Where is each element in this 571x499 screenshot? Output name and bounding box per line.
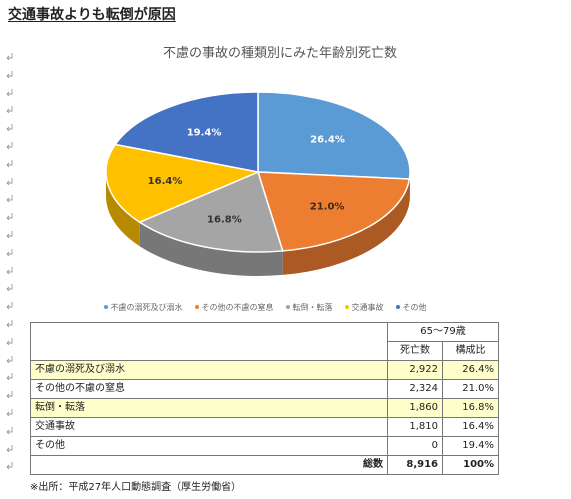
- paragraph-mark-icon: [6, 266, 13, 274]
- legend-item: その他: [395, 300, 427, 314]
- row-count: 1,860: [387, 398, 443, 418]
- row-ratio: 16.4%: [441, 417, 500, 437]
- col-header-ratio: 構成比: [441, 341, 500, 361]
- legend-item: 交通事故: [344, 300, 384, 314]
- paragraph-mark-icon: [6, 195, 13, 203]
- table-row: 不慮の溺死及び溺水 2,922 26.4%: [30, 360, 500, 380]
- row-label: 不慮の溺死及び溺水: [30, 360, 388, 380]
- paragraph-mark-icon: [6, 231, 13, 238]
- paragraph-mark-icon: [6, 159, 13, 167]
- table-row: その他の不慮の窒息 2,324 21.0%: [30, 379, 500, 399]
- row-count: 0: [387, 436, 443, 456]
- legend-swatch: [285, 305, 290, 309]
- paragraph-mark-icon: [6, 177, 13, 185]
- paragraph-mark-icon: [6, 53, 13, 60]
- pie-slice: [256, 171, 411, 252]
- paragraph-mark-icon: [6, 213, 13, 221]
- table-row: その他 0 19.4%: [30, 436, 500, 456]
- row-label: その他の不慮の窒息: [30, 379, 388, 399]
- group-header: 65〜79歳: [386, 322, 500, 342]
- row-ratio: 21.0%: [441, 379, 500, 399]
- table-header-row-1: 65〜79歳: [30, 322, 500, 361]
- paragraph-mark-icon: [6, 444, 13, 452]
- source-note: ※出所：平成27年人口動態調査（厚生労働省）: [30, 482, 242, 493]
- paragraph-mark-icon: [6, 88, 13, 96]
- paragraph-mark-icon: [6, 284, 13, 292]
- pie-data-label: 16.8%: [207, 214, 242, 225]
- paragraph-mark-icon: [6, 409, 13, 416]
- legend-swatch: [103, 305, 108, 309]
- legend-item: 不慮の溺死及び溺水: [103, 300, 183, 314]
- total-ratio: 100%: [441, 455, 500, 475]
- paragraph-mark-icon: [6, 70, 13, 78]
- row-label: 交通事故: [30, 417, 388, 437]
- legend-item: その他の不慮の窒息: [194, 300, 274, 314]
- paragraph-mark-icon: [6, 391, 13, 399]
- pie-slice: [138, 170, 284, 253]
- table-total-row: 総数 8,916 100%: [30, 455, 500, 475]
- paragraph-mark-icon: [6, 142, 13, 149]
- chart-title: 不慮の事故の種類別にみた年齢別死亡数: [162, 46, 397, 61]
- pie-data-label: 19.4%: [187, 127, 222, 138]
- pie-data-label: 26.4%: [310, 135, 345, 146]
- legend-label: 交通事故: [351, 302, 384, 312]
- legend-label: その他の不慮の窒息: [201, 302, 274, 312]
- paragraph-mark-icon: [6, 337, 13, 345]
- legend-label: 転倒・転落: [292, 302, 333, 312]
- row-ratio: 19.4%: [441, 436, 500, 456]
- table-row: 交通事故 1,810 16.4%: [30, 417, 500, 437]
- pie-slice: [114, 91, 259, 173]
- paragraph-mark-icon: [6, 302, 13, 310]
- chart-legend: 不慮の溺死及び溺水 その他の不慮の窒息 転倒・転落 交通事故 その他: [30, 300, 500, 314]
- paragraph-mark-icon: [6, 373, 13, 381]
- legend-swatch: [344, 305, 349, 309]
- paragraph-mark-icon: [6, 355, 13, 363]
- paragraph-mark-icon: [6, 426, 13, 434]
- legend-swatch: [194, 305, 199, 309]
- table-header-row-2: 死亡数 構成比: [31, 341, 500, 361]
- row-ratio: 16.8%: [441, 398, 500, 418]
- paragraph-mark-icon: [6, 320, 13, 327]
- row-count: 2,922: [387, 360, 443, 380]
- document-title: 交通事故よりも転倒が原因: [8, 7, 176, 23]
- legend-swatch: [395, 305, 400, 309]
- row-count: 1,810: [387, 417, 443, 437]
- pie-data-label: 16.4%: [148, 176, 183, 187]
- paragraph-mark-icon: [6, 106, 13, 114]
- col-header-count: 死亡数: [387, 341, 443, 361]
- stats-table: 65〜79歳 死亡数 構成比 不慮の溺死及び溺水 2,922 26.4% その他の不慮…: [30, 322, 500, 475]
- row-count: 2,324: [387, 379, 443, 399]
- paragraph-mark-icon: [6, 248, 13, 256]
- legend-item: 転倒・転落: [285, 300, 333, 314]
- row-label: 転倒・転落: [30, 398, 388, 418]
- pie-slice-side: [139, 222, 283, 276]
- paragraph-mark-icon: [6, 124, 13, 132]
- total-label: 総数: [30, 455, 388, 475]
- table-row: 転倒・転落 1,860 16.8%: [30, 398, 500, 418]
- pie-slice: [105, 143, 261, 224]
- legend-label: 不慮の溺死及び溺水: [110, 302, 183, 312]
- pie-data-label: 21.0%: [310, 202, 345, 213]
- row-label: その他: [30, 436, 388, 456]
- total-count: 8,916: [387, 455, 443, 475]
- table-corner-cell: [30, 322, 388, 361]
- legend-label: その他: [402, 302, 427, 312]
- row-ratio: 26.4%: [441, 360, 500, 380]
- paragraph-mark-icon: [6, 462, 13, 470]
- pie-chart: 26.4% 21.0% 16.8% 16.4% 19.4%: [105, 91, 411, 276]
- pie-slice-side: [282, 179, 410, 275]
- pie-slice: [257, 91, 411, 180]
